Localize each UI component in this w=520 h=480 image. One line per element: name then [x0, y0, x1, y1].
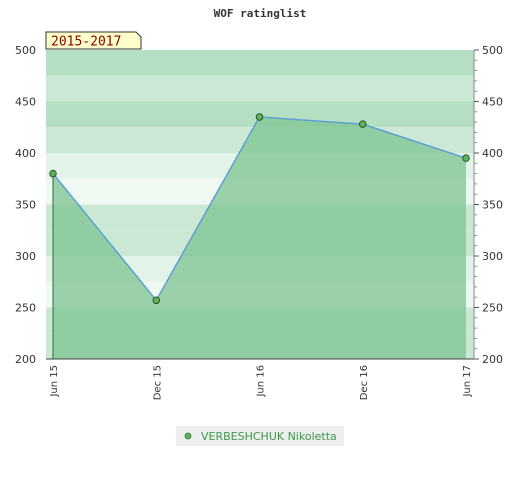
y-tick-label-left: 450 — [15, 96, 36, 109]
y-tick-label-left: 400 — [15, 147, 36, 160]
x-tick-label: Jun 17 — [462, 365, 473, 398]
chart-title: WOF ratinglist — [214, 7, 307, 20]
y-tick-label-right: 200 — [482, 353, 503, 366]
y-tick-label-left: 250 — [15, 302, 36, 315]
y-tick-label-right: 350 — [482, 199, 503, 212]
background-band — [46, 50, 474, 76]
data-point — [462, 154, 470, 162]
series-markers — [49, 113, 470, 305]
y-tick-label-left: 200 — [15, 353, 36, 366]
data-point — [359, 120, 367, 128]
period-badge: 2015-2017 — [45, 31, 142, 50]
x-axis-ticks: Jun 15 Dec 15 Jun 16 Dec 16 Jun 17 — [49, 365, 473, 400]
period-badge-box — [45, 31, 142, 50]
x-tick-label: Jun 16 — [256, 365, 267, 398]
legend-marker — [184, 432, 192, 440]
period-label: 2015-2017 — [51, 35, 121, 50]
data-point — [255, 113, 264, 121]
x-tick-label: Dec 15 — [152, 365, 163, 400]
y-tick-label-right: 400 — [482, 147, 503, 160]
legend: VERBESHCHUK Nikoletta — [176, 426, 344, 446]
y-tick-label-left: 350 — [15, 199, 36, 212]
x-tick-label: Dec 16 — [359, 365, 370, 400]
y-tick-label-left: 300 — [15, 250, 36, 263]
series-area-fill — [53, 116, 466, 359]
y-tick-label-left: 500 — [15, 44, 36, 57]
series-area — [53, 116, 466, 359]
x-tick-label: Jun 15 — [49, 365, 60, 398]
data-point — [49, 169, 57, 178]
y-axis-left-ticks: 200 250 300 350 400 450 500 — [15, 44, 36, 366]
y-tick-label-right: 300 — [482, 250, 503, 263]
y-tick-label-right: 250 — [482, 302, 503, 315]
y-axis-right-ticks: 200 250 300 350 400 450 500 — [474, 44, 503, 366]
y-tick-label-right: 450 — [482, 96, 503, 109]
legend-box — [176, 426, 344, 446]
y-tick-label-right: 500 — [482, 44, 503, 57]
data-point — [152, 296, 160, 305]
background-band — [46, 75, 474, 102]
legend-series-name: VERBESHCHUK Nikoletta — [201, 430, 337, 443]
